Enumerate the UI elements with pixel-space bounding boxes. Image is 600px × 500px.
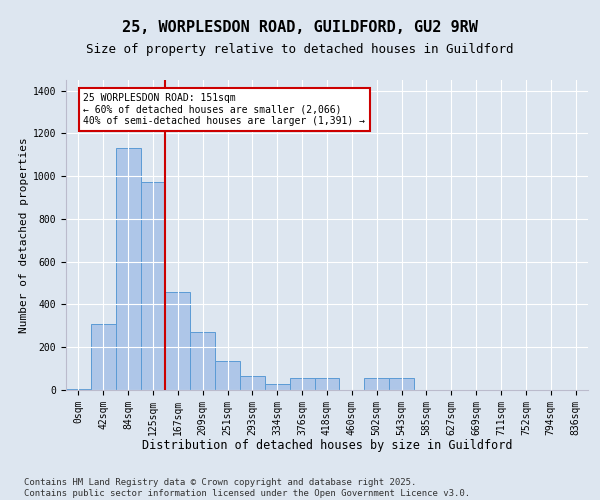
Bar — [389, 378, 414, 390]
Bar — [265, 384, 290, 390]
Y-axis label: Number of detached properties: Number of detached properties — [19, 137, 29, 333]
Bar — [140, 182, 166, 390]
Text: 25, WORPLESDON ROAD, GUILDFORD, GU2 9RW: 25, WORPLESDON ROAD, GUILDFORD, GU2 9RW — [122, 20, 478, 35]
Bar — [166, 292, 190, 390]
Text: Contains HM Land Registry data © Crown copyright and database right 2025.
Contai: Contains HM Land Registry data © Crown c… — [24, 478, 470, 498]
Bar — [240, 376, 265, 390]
Bar — [91, 324, 116, 390]
Bar — [190, 332, 215, 390]
Text: Size of property relative to detached houses in Guildford: Size of property relative to detached ho… — [86, 42, 514, 56]
X-axis label: Distribution of detached houses by size in Guildford: Distribution of detached houses by size … — [142, 439, 512, 452]
Bar — [364, 378, 389, 390]
Bar — [215, 361, 240, 390]
Bar — [290, 378, 314, 390]
Bar — [314, 378, 340, 390]
Bar — [116, 148, 140, 390]
Text: 25 WORPLESDON ROAD: 151sqm
← 60% of detached houses are smaller (2,066)
40% of s: 25 WORPLESDON ROAD: 151sqm ← 60% of deta… — [83, 93, 365, 126]
Bar — [66, 389, 91, 390]
